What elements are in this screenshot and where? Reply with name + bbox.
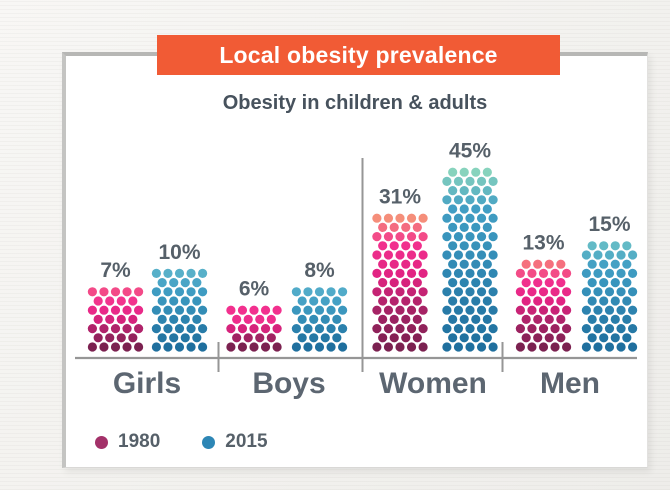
chart-legend: 1980 2015	[95, 431, 268, 453]
chart-subtitle: Obesity in children & adults	[222, 92, 488, 114]
chart-title-banner: Local obesity prevalence	[157, 35, 560, 75]
legend-dot-1980-icon	[95, 435, 108, 449]
legend-label-2015: 2015	[225, 431, 268, 452]
legend-label-1980: 1980	[118, 431, 161, 452]
legend-item-1980: 1980	[95, 431, 160, 453]
legend-dot-2015-icon	[202, 435, 216, 449]
chart-title: Local obesity prevalence	[219, 41, 498, 68]
legend-item-2015: 2015	[202, 431, 268, 453]
